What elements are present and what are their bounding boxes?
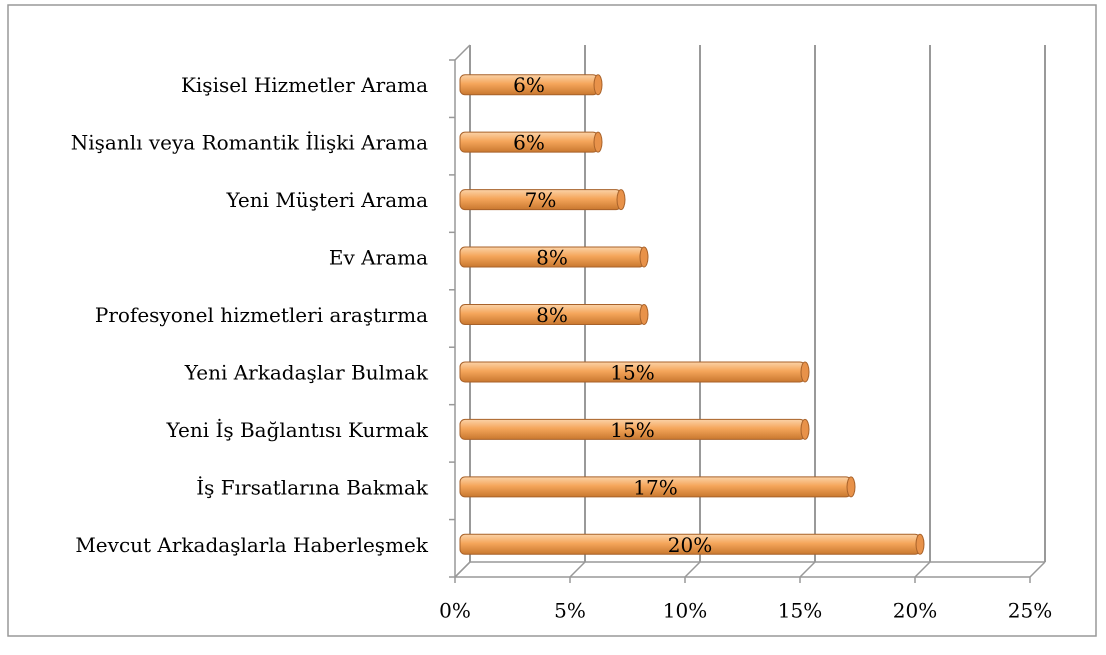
y-tick-label: Nişanlı veya Romantik İlişki Arama	[71, 131, 428, 155]
bar-cap	[800, 418, 810, 440]
floor-line	[914, 561, 931, 578]
y-tick-label: Kişisel Hizmetler Arama	[181, 73, 428, 97]
bar-cap	[616, 189, 626, 211]
x-tick-label: 5%	[554, 599, 586, 623]
bar-cap	[593, 74, 603, 96]
floor-line	[569, 561, 586, 578]
floor-line	[1029, 561, 1046, 578]
data-label: 6%	[513, 73, 545, 97]
x-tick-label: 20%	[893, 599, 937, 623]
bar-cap	[846, 476, 856, 498]
bar-cap	[639, 246, 649, 268]
floor-line	[684, 561, 701, 578]
floor-line	[799, 561, 816, 578]
data-label: 15%	[610, 418, 654, 442]
data-label: 15%	[610, 360, 654, 384]
data-label: 8%	[536, 246, 568, 270]
y-tick-label: Ev Arama	[329, 246, 428, 270]
x-tick-label: 10%	[663, 599, 707, 623]
y-tick-label: Yeni Arkadaşlar Bulmak	[184, 360, 429, 384]
bar-cap	[593, 131, 603, 153]
data-label: 7%	[525, 188, 557, 212]
y-tick-label: Profesyonel hizmetleri araştırma	[95, 303, 428, 327]
x-tick-label: 0%	[439, 599, 471, 623]
y-tick-label: Yeni Müşteri Arama	[225, 188, 428, 212]
floor-line	[454, 561, 471, 578]
x-tick-label: 15%	[778, 599, 822, 623]
bar-cap	[915, 533, 925, 555]
bar-cap	[800, 361, 810, 383]
data-label: 8%	[536, 303, 568, 327]
data-label: 17%	[633, 475, 677, 499]
x-tick-label: 25%	[1008, 599, 1052, 623]
y-tick-label: Yeni İş Bağlantısı Kurmak	[166, 418, 429, 442]
y-tick-label: İş Fırsatlarına Bakmak	[196, 475, 429, 499]
axis-edge	[454, 44, 471, 61]
data-label: 20%	[668, 533, 712, 557]
y-tick-label: Mevcut Arkadaşlarla Haberleşmek	[75, 533, 429, 557]
bar-cap	[639, 304, 649, 325]
data-label: 6%	[513, 131, 545, 155]
